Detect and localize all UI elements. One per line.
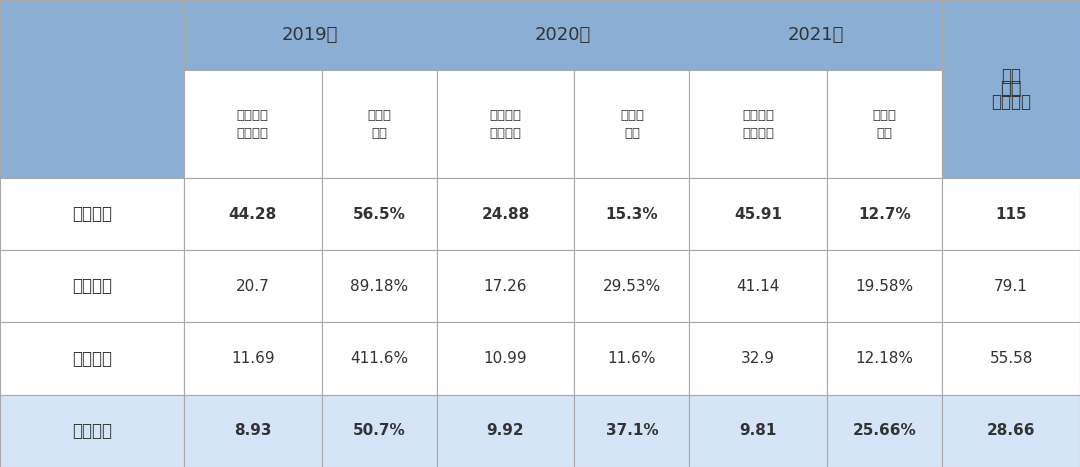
Bar: [436, 70, 575, 178]
Text: 占同期
收入: 占同期 收入: [620, 108, 644, 140]
Text: 44.28: 44.28: [229, 206, 276, 221]
Bar: [575, 70, 689, 178]
Text: 28.66: 28.66: [987, 424, 1036, 439]
Text: 9.81: 9.81: [740, 424, 777, 439]
Text: 8.93: 8.93: [234, 424, 271, 439]
Bar: [575, 178, 689, 250]
Text: 37.1%: 37.1%: [606, 424, 658, 439]
Bar: [184, 395, 322, 467]
Bar: [436, 178, 575, 250]
Bar: [322, 178, 436, 250]
Text: 蚕来汽车: 蚕来汽车: [72, 205, 112, 223]
Bar: [0, 395, 184, 467]
Text: 56.5%: 56.5%: [353, 206, 406, 221]
Bar: [575, 250, 689, 323]
Bar: [689, 70, 827, 178]
Text: 89.18%: 89.18%: [350, 279, 408, 294]
Bar: [322, 323, 436, 395]
Text: 10.99: 10.99: [484, 351, 527, 366]
Text: 55.58: 55.58: [989, 351, 1032, 366]
Text: 研发开支
（亿元）: 研发开支 （亿元）: [742, 108, 774, 140]
Text: 17.26: 17.26: [484, 279, 527, 294]
Bar: [827, 250, 942, 323]
Text: 45.91: 45.91: [734, 206, 782, 221]
Text: 79.1: 79.1: [994, 279, 1028, 294]
Bar: [0, 0, 184, 178]
Text: 25.66%: 25.66%: [853, 424, 917, 439]
Bar: [322, 250, 436, 323]
Text: 50.7%: 50.7%: [353, 424, 405, 439]
Text: 威马汽车: 威马汽车: [72, 422, 112, 440]
Text: 研发开支
（亿元）: 研发开支 （亿元）: [489, 108, 522, 140]
Bar: [942, 0, 1080, 178]
Bar: [184, 0, 436, 70]
Bar: [575, 395, 689, 467]
Text: 小鹏汽车: 小鹏汽车: [72, 277, 112, 295]
Bar: [436, 0, 689, 70]
Text: 29.53%: 29.53%: [603, 279, 661, 294]
Bar: [827, 178, 942, 250]
Bar: [942, 0, 1080, 178]
Text: 41.14: 41.14: [737, 279, 780, 294]
Text: 11.6%: 11.6%: [608, 351, 657, 366]
Text: 32.9: 32.9: [741, 351, 775, 366]
Bar: [827, 70, 942, 178]
Bar: [689, 250, 827, 323]
Bar: [942, 395, 1080, 467]
Bar: [942, 178, 1080, 250]
Bar: [827, 395, 942, 467]
Bar: [689, 395, 827, 467]
Bar: [322, 70, 436, 178]
Text: 11.69: 11.69: [231, 351, 274, 366]
Bar: [0, 178, 184, 250]
Bar: [184, 323, 322, 395]
Bar: [322, 395, 436, 467]
Text: 研发开支
（亿元）: 研发开支 （亿元）: [237, 108, 269, 140]
Bar: [436, 395, 575, 467]
Text: 12.7%: 12.7%: [859, 206, 912, 221]
Text: 411.6%: 411.6%: [350, 351, 408, 366]
Text: 9.92: 9.92: [487, 424, 525, 439]
Text: 12.18%: 12.18%: [855, 351, 914, 366]
Text: 占同期
收入: 占同期 收入: [873, 108, 896, 140]
Text: 20.7: 20.7: [235, 279, 270, 294]
Text: 19.58%: 19.58%: [855, 279, 914, 294]
Bar: [0, 323, 184, 395]
Bar: [575, 323, 689, 395]
Bar: [689, 323, 827, 395]
Bar: [436, 250, 575, 323]
Bar: [184, 178, 322, 250]
Text: 2020年: 2020年: [535, 26, 591, 44]
Bar: [942, 323, 1080, 395]
Bar: [184, 250, 322, 323]
Text: 合计: 合计: [1000, 80, 1022, 98]
Bar: [827, 323, 942, 395]
Text: 2019年: 2019年: [282, 26, 338, 44]
Text: 占同期
收入: 占同期 收入: [367, 108, 391, 140]
Text: 理想汽车: 理想汽车: [72, 350, 112, 368]
Bar: [0, 250, 184, 323]
Bar: [689, 178, 827, 250]
Text: 24.88: 24.88: [482, 206, 529, 221]
Text: 合计
（亿元）: 合计 （亿元）: [991, 67, 1031, 111]
Text: 15.3%: 15.3%: [606, 206, 658, 221]
Bar: [689, 0, 942, 70]
Bar: [436, 323, 575, 395]
Text: 115: 115: [996, 206, 1027, 221]
Text: 2021年: 2021年: [787, 26, 843, 44]
Bar: [184, 70, 322, 178]
Bar: [942, 250, 1080, 323]
